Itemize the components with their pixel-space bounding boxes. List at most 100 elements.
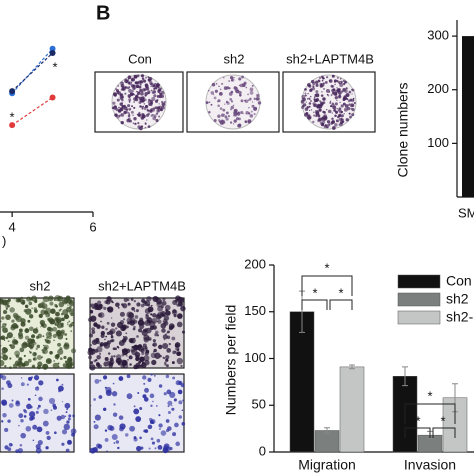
- colony: [311, 79, 315, 84]
- colony: [5, 307, 8, 310]
- point: [9, 88, 16, 95]
- colony: [347, 99, 351, 103]
- colony: [127, 302, 131, 306]
- colony: [141, 298, 146, 303]
- colony: [338, 89, 340, 92]
- colony: [333, 79, 338, 83]
- colony: [50, 409, 53, 412]
- colony: [303, 112, 308, 117]
- colony: [121, 102, 124, 104]
- colony: [313, 114, 316, 117]
- colony: [112, 347, 116, 351]
- colony: [208, 101, 211, 104]
- colony: [151, 359, 157, 366]
- colony: [20, 432, 27, 439]
- colony: [104, 300, 109, 304]
- colony: [153, 350, 155, 353]
- colony: [320, 123, 325, 127]
- colony: [327, 109, 332, 114]
- colony: [152, 400, 154, 403]
- colony: [329, 101, 332, 104]
- colony: [89, 333, 94, 338]
- colony: [167, 405, 170, 408]
- colony: [182, 399, 185, 402]
- colony: [208, 111, 211, 114]
- colony: [309, 95, 312, 98]
- colony: [149, 83, 152, 86]
- colony: [331, 120, 335, 124]
- colony: [337, 115, 340, 118]
- colony: [343, 96, 347, 100]
- colony: [68, 320, 71, 323]
- colony: [107, 424, 113, 431]
- colony: [11, 319, 15, 323]
- colony: [249, 91, 254, 95]
- colony: [176, 298, 178, 301]
- colony: [165, 446, 171, 452]
- y-axis-label: Clone numbers: [395, 83, 411, 178]
- colony: [145, 105, 148, 108]
- significance: *: [415, 413, 420, 428]
- colony: [28, 301, 33, 306]
- x-axis-label: ): [2, 233, 6, 248]
- colony: [57, 362, 60, 365]
- colony: [330, 94, 333, 96]
- colony: [33, 375, 40, 381]
- colony: [172, 376, 176, 380]
- colony: [138, 111, 141, 115]
- colony: [210, 91, 215, 95]
- colony: [71, 432, 76, 437]
- colony: [144, 351, 149, 356]
- colony: [162, 356, 165, 359]
- colony: [28, 411, 36, 418]
- colony: [20, 419, 24, 423]
- colony: [33, 357, 37, 361]
- colony: [156, 438, 161, 443]
- colony: [164, 361, 167, 365]
- colony: [147, 125, 151, 128]
- significance: *: [52, 59, 57, 74]
- colony: [225, 111, 229, 115]
- colony: [315, 83, 319, 87]
- colony: [131, 105, 133, 108]
- colony: [131, 306, 135, 311]
- colony: [151, 83, 156, 88]
- colony: [27, 358, 32, 363]
- colony: [322, 97, 326, 101]
- colony: [38, 396, 43, 402]
- colony: [332, 126, 336, 130]
- colony: [124, 79, 129, 84]
- colony: [37, 439, 43, 446]
- colony: [128, 82, 131, 85]
- colony: [55, 311, 60, 317]
- colony: [63, 423, 70, 431]
- colony: [139, 80, 144, 84]
- colony: [43, 346, 48, 351]
- colony: [338, 117, 342, 121]
- colony: [161, 300, 167, 306]
- colony: [245, 113, 247, 115]
- significance: *: [9, 109, 14, 124]
- colony: [45, 307, 52, 315]
- colony: [115, 440, 120, 444]
- colony: [104, 437, 109, 442]
- colony: [135, 445, 142, 452]
- image-panel: [0, 295, 77, 370]
- colony: [126, 311, 133, 318]
- colony: [133, 117, 137, 121]
- colony: [153, 87, 156, 90]
- colony: [7, 383, 13, 389]
- colony: [70, 330, 73, 332]
- line: [11, 52, 53, 92]
- colony: [142, 113, 145, 116]
- colony: [159, 354, 162, 358]
- colony: [129, 363, 132, 366]
- colony: [224, 115, 228, 119]
- colony: [56, 318, 62, 324]
- colony: [11, 338, 18, 345]
- colony: [302, 104, 305, 108]
- colony: [304, 92, 307, 95]
- x-tick-label: 6: [89, 219, 96, 234]
- colony: [313, 98, 318, 103]
